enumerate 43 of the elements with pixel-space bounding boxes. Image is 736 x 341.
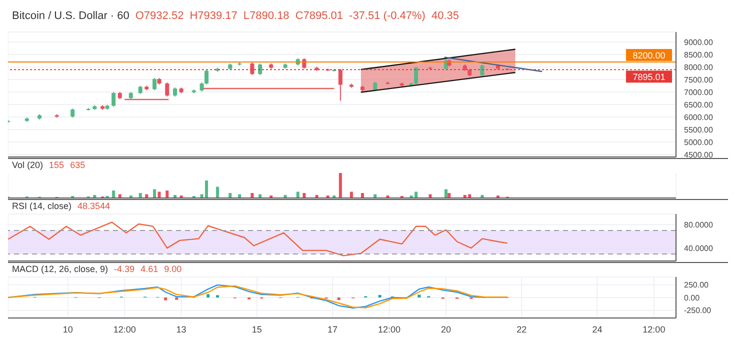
text: 635 <box>70 160 86 170</box>
y-tick-label: 40.0000 <box>684 244 714 253</box>
x-tick-label: 13 <box>176 324 186 334</box>
text: 48.3544 <box>78 201 110 211</box>
y-tick-label: 9000.00 <box>684 38 714 47</box>
chart-title: MACD (12, 26, close, 9) <box>12 264 108 274</box>
x-tick-label: 17 <box>328 324 338 334</box>
ref-line-label: 8200.00 <box>632 50 666 60</box>
text: O7932.52 <box>135 10 184 22</box>
y-tick-label: 250.00 <box>684 280 710 290</box>
y-tick-label: 5000.00 <box>684 138 714 147</box>
y-tick-label: 7000.00 <box>684 88 714 97</box>
chart-title: Bitcoin / U.S. Dollar · 60 <box>12 10 130 22</box>
text: -4.39 <box>114 264 135 274</box>
text: H7939.17 <box>190 10 238 22</box>
x-tick-label: 10 <box>62 324 73 334</box>
x-tick-label: 12:00 <box>642 324 666 334</box>
text: -37.51 (-0.47%) <box>349 10 426 22</box>
x-tick-label: 22 <box>516 324 527 334</box>
y-tick-label: 0.00 <box>684 293 700 302</box>
y-tick-label: 8500.00 <box>684 50 714 60</box>
x-tick-label: 20 <box>440 324 451 334</box>
y-tick-label: 7500.00 <box>684 75 714 84</box>
y-tick-label: -250.00 <box>684 306 712 316</box>
y-tick-label: 8000.00 <box>684 62 714 72</box>
x-tick-label: 15 <box>252 324 262 334</box>
chart-title: Vol (20) <box>12 160 44 170</box>
y-tick-label: 6500.00 <box>684 100 714 110</box>
x-tick-label: 12:00 <box>113 324 136 334</box>
text: 155 <box>49 160 64 170</box>
text: 4.61 <box>140 264 158 274</box>
x-tick-label: 24 <box>592 324 602 334</box>
y-tick-label: 80.0000 <box>684 220 714 230</box>
text: 9.00 <box>164 264 182 274</box>
y-tick-label: 5500.00 <box>684 125 714 134</box>
text: C7895.01 <box>295 10 344 22</box>
y-tick-label: 4500.00 <box>684 150 714 160</box>
chart-title: RSI (14, close) <box>12 201 72 211</box>
x-tick-label: 12:00 <box>378 324 401 334</box>
y-tick-label: 6000.00 <box>684 112 714 122</box>
text: 40.35 <box>431 10 459 22</box>
text: L7890.18 <box>243 10 290 22</box>
ref-line-label: 7895.01 <box>632 72 666 82</box>
